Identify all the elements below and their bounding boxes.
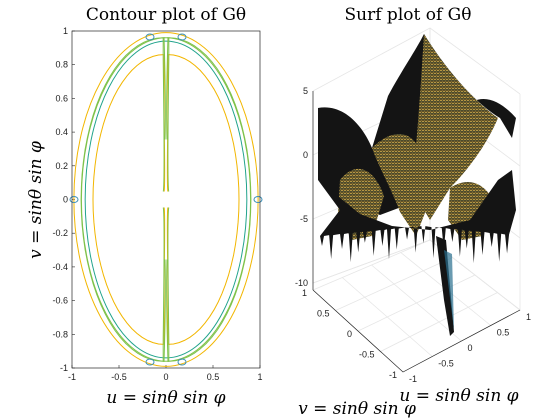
surface-x-tick-label: 0.5 [497,328,510,338]
surface-floor-gridline [381,293,498,352]
surface-floor-edge [313,290,520,372]
surface-z-tick-label: 5 [303,86,308,96]
contour-y-tick-label: 1 [63,26,68,36]
surface-x-tick-label: -1 [409,374,417,384]
surface-plot-title: Surf plot of Gθ [345,5,472,25]
contour-y-tick-label: 0 [63,195,68,205]
surface-y-tick-label: 0.5 [317,309,330,319]
contour-y-tick-label: -0.6 [52,296,68,306]
contour-x-tick-label: 1 [257,372,262,382]
surface-x-tick-label: -0.5 [438,359,454,369]
contour-line [81,38,164,362]
contour-line [85,41,247,358]
contour-line [81,38,250,362]
surface-z-tick-label: -10 [295,278,308,288]
surface-y-tick-label: 1 [302,288,307,298]
contour-y-tick-label: 0.8 [55,60,68,70]
contour-plot: Contour plot of Gθ -1 -0.5 0 0.5 1 -1 -0.8 -0.6… [26,5,263,408]
contour-plot-title: Contour plot of Gθ [86,5,246,25]
contour-y-tick-label: 0.6 [55,93,68,103]
contour-x-tick-label: -0.5 [111,372,127,382]
surface-y-tick-label: 0 [347,329,352,339]
surface-x-axis-label: u = sinθ sin φ [399,386,518,406]
contour-y-tick-label: 0.2 [55,161,68,171]
contour-x-tick-label: -1 [68,372,76,382]
contour-y-tick-label: -0.8 [52,329,68,339]
contour-x-tick-label: 0 [163,372,168,382]
contour-y-tick-label: -1 [60,363,68,373]
contour-line [168,38,251,362]
contour-lines [70,33,262,367]
surface-x-tick-label: 1 [526,312,531,322]
surface-x-tick-label: 0 [468,343,473,353]
surface-mesh [318,34,516,336]
contour-axes-frame [72,31,260,368]
contour-y-tick-label: 0.4 [55,127,68,137]
surface-floor-gridline [358,275,475,331]
contour-y-tick-label: -0.4 [52,262,68,272]
contour-y-axis-label: v = sinθ sin φ [26,141,46,259]
contour-x-tick-label: 0.5 [207,372,220,382]
surface-plot: Surf plot of Gθ 50-5-1010.50-0.5-1 -1-0.5… [295,5,531,419]
contour-tick-labels: -1 -0.5 0 0.5 1 -1 -0.8 -0.6 -0.4 -0.2 0 0.2 0.4 0.6 0… [52,26,262,382]
surface-z-gridline [313,240,520,310]
surface-z-tick-label: -5 [300,214,308,224]
surface-y-tick-label: -0.5 [359,350,375,360]
contour-line [74,33,258,367]
contour-x-axis-label: u = sinθ sin φ [106,388,225,408]
surface-y-axis-label: v = sinθ sin φ [298,399,416,419]
surface-y-tick-label: -1 [389,370,397,380]
contour-y-tick-label: -0.2 [52,228,68,238]
surface-z-tick-label: 0 [303,150,308,160]
